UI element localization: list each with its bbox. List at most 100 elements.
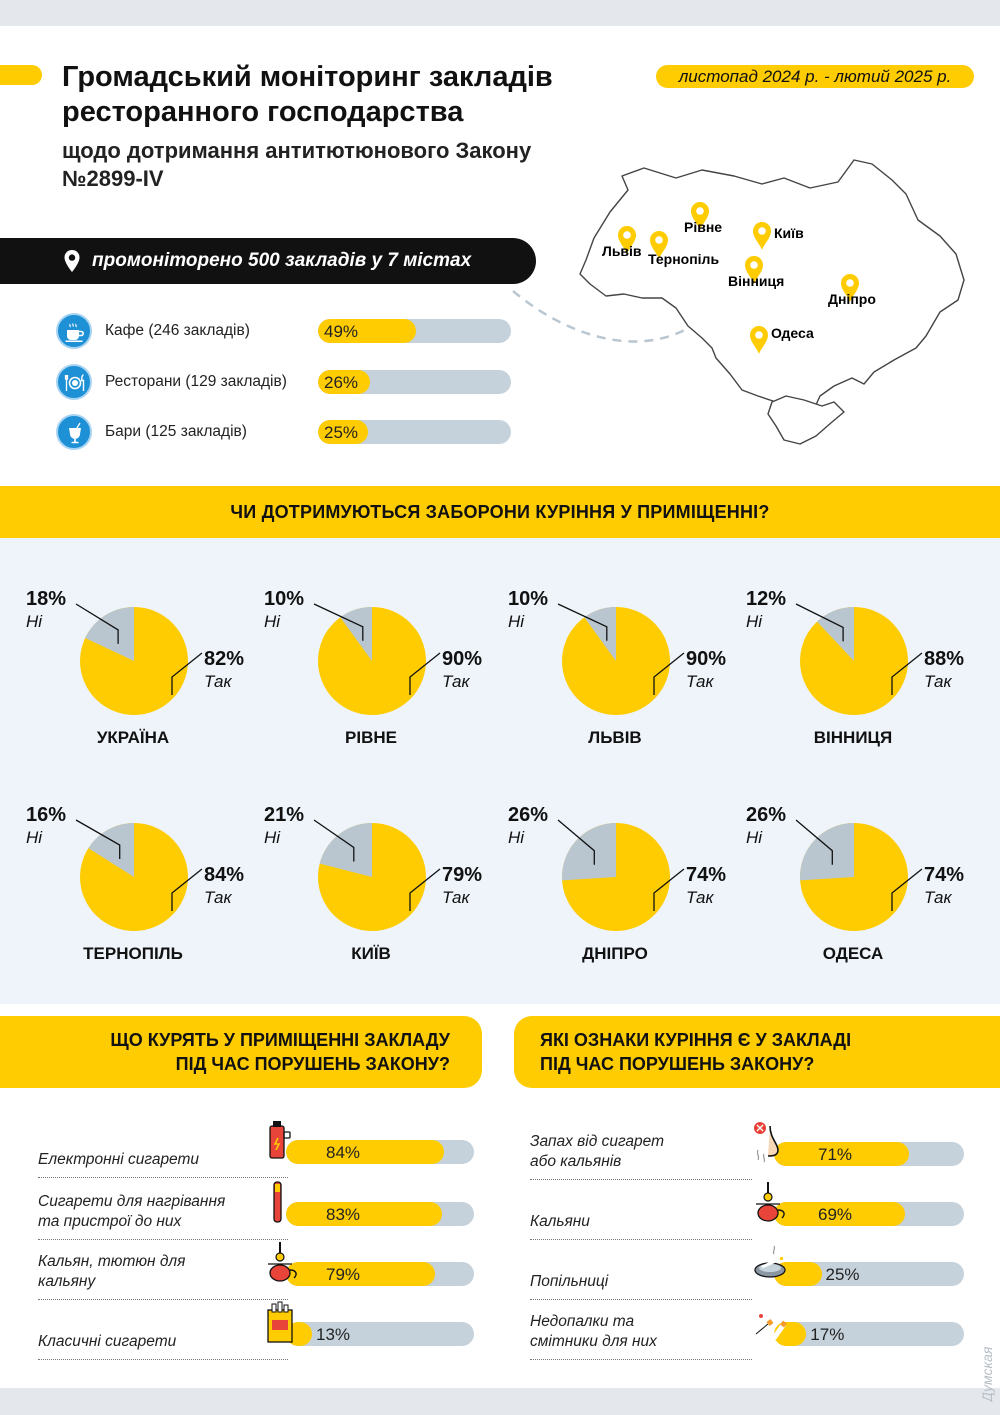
bar-label: Кальяни [530,1212,590,1232]
bar-value-label: 79% [326,1265,361,1284]
bar-value-label: 13% [316,1325,351,1344]
bar-track [774,1142,964,1166]
bar-underline [38,1299,288,1300]
leader-line-yes [409,652,441,695]
location-pin-icon [745,256,763,284]
pie-yes-percent: 84% [204,864,245,886]
pie-city-name: ВІННИЦЯ [813,728,893,747]
bar-label: Класичні сигарети [38,1332,176,1352]
heated-tobacco-icon [273,1181,282,1223]
bar-label-line: Попільниці [530,1273,609,1290]
smoking-signs-title-line2: ПІД ЧАС ПОРУШЕНЬ ЗАКОНУ? [540,1054,815,1074]
leader-line-yes [891,868,923,911]
pie-yes-label: Так [442,888,470,907]
bar-track [286,1140,474,1164]
cigarette-pack-icon [267,1301,293,1343]
pie-chart-7: 26% Ні 74% Так ОДЕСА [738,800,968,990]
map-city-label: Львів [602,243,642,259]
pie-chart-6: 26% Ні 74% Так ДНІПРО [500,800,730,990]
cocktail-glass-icon [56,414,92,450]
bar-underline [38,1359,288,1360]
pie-chart-4: 16% Ні 84% Так ТЕРНОПІЛЬ [18,800,248,990]
pie-city-name: ЛЬВІВ [588,728,642,747]
what-smoked-title-line2: ПІД ЧАС ПОРУШЕНЬ ЗАКОНУ? [175,1054,450,1074]
venue-bar-fill [318,420,368,444]
pie-no-percent: 16% [26,804,67,826]
pie-yes-label: Так [686,672,714,691]
bar-track [774,1202,964,1226]
pie-yes-percent: 79% [442,864,483,886]
date-range-badge: листопад 2024 р. - лютий 2025 р. [656,65,974,88]
venue-bar: 26% [318,370,511,394]
monitored-text: промоніторено 500 закладів у 7 містах [92,250,472,271]
pie-no-label: Ні [746,612,763,631]
bar-fill [286,1202,443,1226]
crimea-outline [767,395,845,445]
bar-row: Кальяни 69% [530,1182,970,1240]
bar-label: Недопалки та смітники для них [530,1312,657,1352]
pie-city-name: УКРАЇНА [96,728,170,747]
what-smoked-title-line1: ЩО КУРЯТЬ У ПРИМІЩЕННІ ЗАКЛАДУ [110,1030,450,1050]
pie-chart-3: 12% Ні 88% Так ВІННИЦЯ [738,584,968,774]
pie-yes-percent: 82% [204,648,245,670]
pie-slice-no [88,823,134,877]
bar-label-line: або кальянів [530,1153,622,1170]
bar-underline [530,1359,752,1360]
bar-label-line: Недопалки та [530,1313,635,1330]
leader-line-no [75,603,119,644]
ukraine-map: Львів Тернопіль Рівне Київ Вінниця Дніпро Одес… [579,159,965,445]
map-pin-2: Рівне [684,202,722,235]
what-smoked-banner: ЩО КУРЯТЬ У ПРИМІЩЕННІ ЗАКЛАДУ ПІД ЧАС П… [0,1016,482,1088]
bar-value-label: 17% [810,1325,845,1344]
bar-label: Запах від сигарет або кальянів [530,1132,664,1172]
pie-no-label: Ні [264,828,281,847]
page-title: Громадський моніторинг закладів ресторан… [62,61,553,128]
venue-percent: 49% [324,322,359,341]
cigarette-butts-icon [754,1314,787,1340]
leader-line-yes [891,652,923,695]
bar-track [286,1322,474,1346]
map-pin-0: Львів [602,226,642,259]
leader-line-yes [409,868,441,911]
bar-underline [530,1299,752,1300]
pie-slice-no [319,823,372,877]
venue-label: Кафе (246 закладів) [105,322,250,339]
bar-row: Попільниці 25% [530,1245,970,1300]
pie-city-name: КИЇВ [351,944,391,963]
pie-yes-percent: 74% [924,864,965,886]
leader-line-no [795,819,833,865]
bar-label-line: смітники для них [530,1333,657,1350]
watermark-text: Думская [979,1346,995,1402]
bar-row: Сигарети для нагрівання та пристрої до ни… [38,1181,478,1240]
leader-line-no [557,603,608,641]
pie-yes-label: Так [442,672,470,691]
bar-fill [774,1202,906,1226]
leader-line-yes [653,868,685,911]
bar-label-line: Сигарети для нагрівання [38,1193,226,1210]
pie-no-label: Ні [264,612,281,631]
venue-label: Бари (125 закладів) [105,423,247,440]
page-subtitle: щодо дотримання антитютюнового Закону №2… [62,138,532,191]
map-city-label: Тернопіль [648,251,719,267]
bar-label-line: та пристрої до них [38,1213,182,1230]
venue-row-bars: Бари (125 закладів) 25% [56,414,516,450]
pie-no-label: Ні [508,612,525,631]
pie-slice-no [85,607,134,661]
leader-line-no [557,819,595,865]
pie-no-label: Ні [26,828,43,847]
venue-bar-fill [318,370,370,394]
bar-label-line: Кальян, тютюн для [38,1253,186,1270]
map-pin-3: Київ [753,222,804,250]
pie-no-percent: 21% [264,804,305,826]
map-city-label: Київ [774,225,804,241]
plate-cutlery-icon [56,364,92,400]
venue-percent: 26% [324,373,359,392]
location-pin-icon [650,231,668,259]
location-pin-icon [753,222,771,250]
location-pin-icon [750,326,768,354]
pie-chart-2: 10% Ні 90% Так ЛЬВІВ [500,584,730,774]
pie-yes-label: Так [686,888,714,907]
nose-smell-icon [754,1122,779,1163]
bar-label-line: Кальяни [530,1213,590,1230]
bar-underline [530,1239,752,1240]
